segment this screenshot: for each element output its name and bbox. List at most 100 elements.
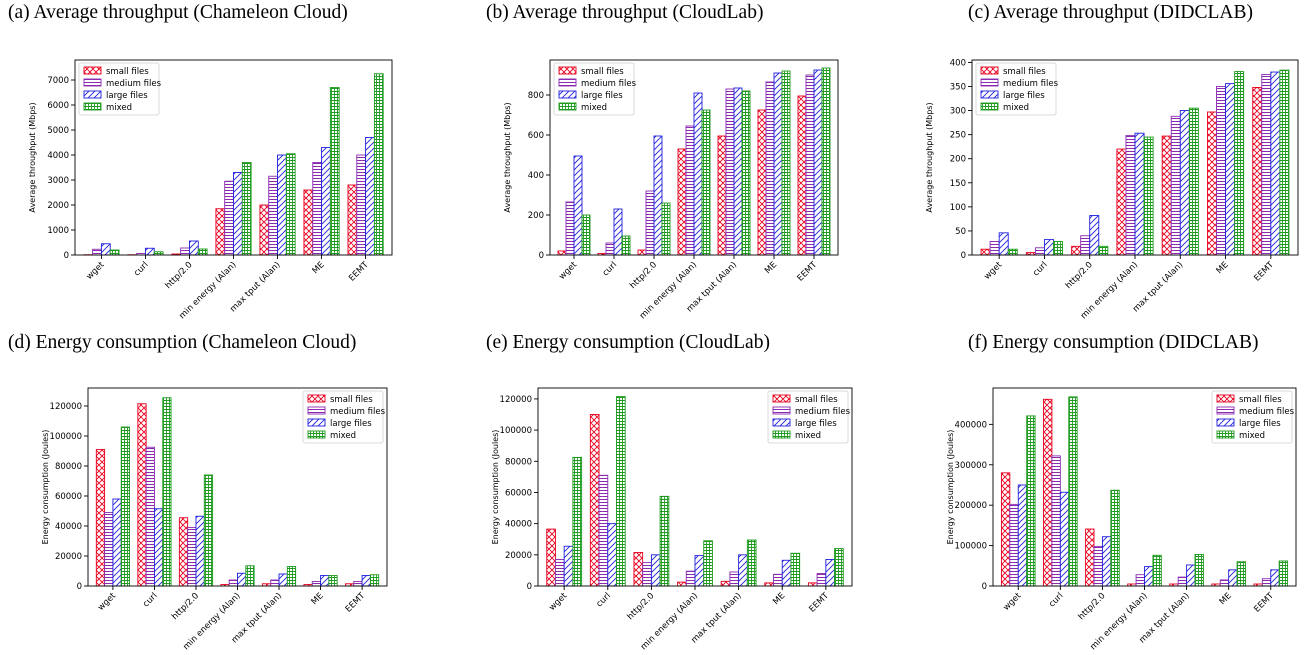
y-tick-label: 0 — [64, 251, 69, 261]
legend-label-mixed: mixed — [1239, 431, 1265, 441]
legend-label-mixed: mixed — [330, 431, 356, 441]
legend-swatch — [772, 394, 791, 403]
bar-curl-large-files — [1059, 491, 1070, 587]
legend-swatch — [980, 90, 999, 99]
y-axis-label: Energy consumption (Joules) — [491, 430, 500, 545]
legend-swatch — [980, 78, 999, 87]
y-tick-label: 100000 — [500, 426, 532, 436]
legend-label-small-files: small files — [106, 67, 149, 77]
legend-label-mixed: mixed — [1003, 103, 1029, 113]
y-axis-label: Energy consumption (Joules) — [41, 430, 50, 545]
bar-me-large-files — [1228, 569, 1238, 587]
legend-label-small-files: small files — [330, 395, 373, 405]
legend-label-small-files: small files — [795, 395, 838, 405]
legend-label-medium-files: medium files — [1239, 407, 1295, 417]
legend-label-medium-files: medium files — [1003, 79, 1059, 89]
legend-label-large-files: large files — [106, 91, 148, 101]
legend-swatch — [83, 78, 102, 87]
y-tick-label: 2000 — [47, 201, 69, 211]
y-tick-label: 20000 — [505, 551, 532, 561]
bar-eemt-large-files — [1270, 569, 1280, 587]
y-tick-label: 80000 — [505, 457, 532, 467]
legend-swatch — [1216, 394, 1235, 403]
x-tick-label-curl: curl — [1047, 591, 1065, 609]
legend-label-large-files: large files — [581, 91, 623, 101]
legend-label-large-files: large files — [795, 419, 837, 429]
y-tick-label: 6000 — [47, 101, 69, 111]
legend-swatch — [980, 66, 999, 75]
legend-swatch — [1216, 430, 1235, 439]
y-tick-label: 80000 — [55, 462, 82, 472]
legend-swatch — [307, 394, 326, 403]
bar-max-tput-alan--medium-files — [1177, 576, 1188, 587]
y-tick-label: 100000 — [50, 432, 82, 442]
y-tick-label: 0 — [982, 582, 987, 592]
y-tick-label: 120000 — [500, 395, 532, 405]
x-tick-label-eemt: EEMT — [1252, 590, 1276, 614]
panel-caption-e: (e) Energy consumption (CloudLab) — [486, 332, 770, 353]
x-tick-label-wget: wget — [1002, 591, 1024, 613]
legend-swatch — [83, 66, 102, 75]
y-tick-label: 100 — [950, 203, 966, 213]
y-tick-label: 50 — [955, 227, 966, 237]
y-tick-label: 350 — [950, 82, 966, 92]
y-tick-label: 200 — [528, 211, 544, 221]
bar-wget-small-files — [1000, 472, 1011, 587]
y-tick-label: 60000 — [55, 492, 82, 502]
y-tick-label: 800 — [528, 91, 544, 101]
legend-swatch — [558, 90, 577, 99]
y-tick-label: 100000 — [955, 542, 987, 552]
legend-label-mixed: mixed — [581, 103, 607, 113]
y-tick-label: 40000 — [55, 522, 82, 532]
bar-http-2-0-mixed — [1110, 489, 1120, 587]
y-tick-label: 400 — [528, 171, 544, 181]
legend: small files medium files large files mixed — [302, 390, 386, 444]
legend-swatch — [307, 430, 326, 439]
bar-min-energy-alan--large-files — [1144, 566, 1154, 587]
bar-min-energy-alan--medium-files — [1135, 574, 1145, 587]
y-tick-label: 40000 — [505, 520, 532, 530]
panel-caption-c: (c) Average throughput (DIDCLAB) — [968, 2, 1254, 23]
bar-curl-medium-files — [1051, 455, 1061, 587]
y-tick-label: 120000 — [50, 402, 82, 412]
bar-max-tput-alan--large-files — [1186, 564, 1196, 587]
y-tick-label: 0 — [961, 251, 966, 261]
bar-http-2-0-small-files — [1085, 528, 1095, 587]
legend-label-mixed: mixed — [795, 431, 821, 441]
legend-swatch — [980, 102, 999, 111]
y-tick-label: 300 — [950, 107, 966, 117]
legend-swatch — [83, 90, 102, 99]
legend-label-medium-files: medium files — [795, 407, 851, 417]
legend-label-mixed: mixed — [106, 103, 132, 113]
legend-swatch — [772, 430, 791, 439]
y-tick-label: 20000 — [55, 552, 82, 562]
legend-swatch — [558, 78, 577, 87]
legend-swatch — [307, 418, 326, 427]
legend-swatch — [772, 418, 791, 427]
y-tick-label: 200 — [950, 155, 966, 165]
x-tick-label-me: ME — [1218, 591, 1234, 607]
y-tick-label: 300000 — [955, 461, 987, 471]
bar-wget-medium-files — [1009, 503, 1019, 587]
legend-label-large-files: large files — [1239, 419, 1281, 429]
legend-label-medium-files: medium files — [106, 79, 162, 89]
panel-caption-b: (b) Average throughput (CloudLab) — [486, 2, 764, 23]
panel-caption-a: (a) Average throughput (Chameleon Cloud) — [8, 2, 348, 23]
legend-label-small-files: small files — [1003, 67, 1046, 77]
legend: small files medium files large files mixed — [975, 62, 1059, 116]
y-tick-label: 3000 — [47, 176, 69, 186]
legend-label-large-files: large files — [1003, 91, 1045, 101]
legend: small files medium files large files mixed — [1211, 390, 1295, 444]
panel-caption-d: (d) Energy consumption (Chameleon Cloud) — [8, 332, 357, 353]
y-tick-label: 0 — [539, 251, 544, 261]
y-tick-label: 4000 — [47, 151, 69, 161]
bar-http-2-0-large-files — [1101, 536, 1112, 587]
y-tick-label: 5000 — [47, 126, 69, 136]
panel-caption-f: (f) Energy consumption (DIDCLAB) — [968, 332, 1259, 353]
bar-wget-mixed — [1026, 415, 1036, 587]
legend-swatch — [772, 406, 791, 415]
